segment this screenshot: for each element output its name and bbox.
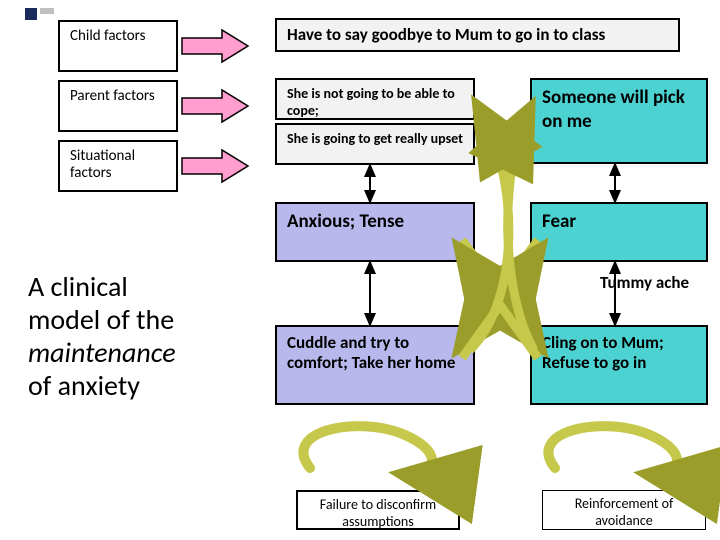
factor-parent-label: Parent factors	[70, 88, 155, 105]
title-line3: maintenance	[28, 335, 176, 370]
right-feeling: Fear	[530, 202, 708, 262]
title-line1: A clinical	[28, 269, 128, 304]
trigger-text: Have to say goodbye to Mum to go in to c…	[287, 25, 605, 45]
right-thought: Someone will pick on me	[530, 78, 708, 164]
factor-situational: Situational factors	[58, 140, 178, 192]
left-behavior-text: Cuddle and try to comfort; Take her home	[287, 333, 463, 374]
factor-child-label: Child factors	[70, 28, 145, 45]
right-outcome-text: Reinforcement of avoidance	[549, 495, 699, 529]
right-outcome: Reinforcement of avoidance	[542, 490, 706, 530]
title-line4: of anxiety	[28, 368, 140, 403]
decoration-square	[25, 8, 37, 20]
left-behavior: Cuddle and try to comfort; Take her home	[275, 325, 475, 405]
right-thought-text: Someone will pick on me	[542, 86, 696, 134]
factor-situational-label: Situational factors	[70, 148, 166, 183]
left-feeling: Anxious; Tense	[275, 202, 475, 262]
right-behavior: Cling on to Mum; Refuse to go in	[530, 325, 708, 405]
page-title: A clinical model of the maintenance of a…	[28, 270, 218, 402]
factor-parent: Parent factors	[58, 80, 178, 132]
title-line2: model of the	[28, 302, 174, 337]
physical-symptom-text: Tummy ache	[600, 272, 689, 293]
right-feeling-text: Fear	[542, 210, 576, 234]
left-outcome: Failure to disconfirm assumptions	[296, 490, 460, 530]
factor-child: Child factors	[58, 20, 178, 72]
decoration-bar	[40, 8, 54, 14]
arrow-parent	[180, 88, 252, 124]
trigger-box: Have to say goodbye to Mum to go in to c…	[275, 18, 680, 52]
right-behavior-text: Cling on to Mum; Refuse to go in	[542, 333, 696, 374]
left-outcome-text: Failure to disconfirm assumptions	[304, 496, 452, 530]
physical-symptom: Tummy ache	[600, 272, 689, 293]
left-thought1: She is not going to be able to cope;	[275, 78, 475, 120]
left-thought1-text: She is not going to be able to cope;	[287, 86, 463, 119]
left-thought2: She is going to get really upset	[275, 123, 475, 165]
left-feeling-text: Anxious; Tense	[287, 210, 404, 234]
left-thought2-text: She is going to get really upset	[287, 131, 463, 148]
arrow-situational	[180, 148, 252, 184]
arrow-child	[180, 28, 252, 64]
